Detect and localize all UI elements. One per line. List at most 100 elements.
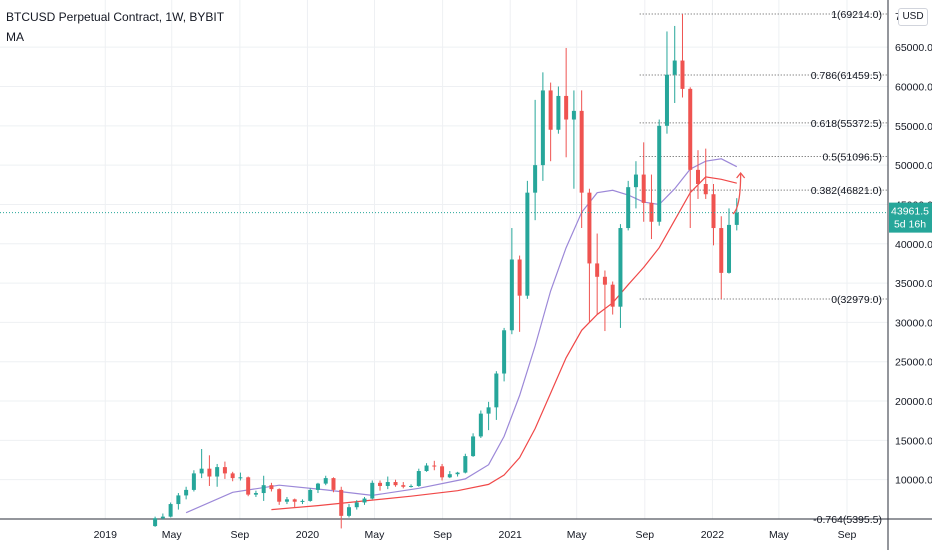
candle-body: [440, 466, 445, 478]
y-tick-label: 30000.0: [895, 317, 932, 329]
candle: [184, 486, 189, 500]
candle-body: [502, 330, 507, 374]
x-tick-label: May: [365, 529, 386, 541]
candle: [246, 476, 251, 497]
bar-countdown-label: 5d 16h: [894, 219, 926, 231]
candle: [370, 480, 375, 500]
candle-body: [215, 467, 220, 477]
candle-body: [339, 489, 344, 516]
candle-body: [695, 169, 700, 185]
candle-body: [719, 228, 724, 273]
candle-body: [633, 174, 638, 188]
candle-body: [703, 184, 708, 195]
y-tick-label: 50000.0: [895, 160, 932, 172]
candle: [354, 500, 359, 510]
y-tick-label: 10000.0: [895, 475, 932, 487]
candle: [191, 470, 196, 492]
candle: [463, 453, 468, 474]
ma-indicator-label[interactable]: MA: [6, 30, 24, 44]
candle-body: [246, 477, 251, 495]
candle: [424, 463, 429, 472]
fib-retracement: 1(69214.0) 0.786(61459.5) 0.618(55372.5) 0.…: [639, 9, 888, 526]
candle: [160, 513, 165, 520]
candle-body: [238, 477, 243, 479]
candle: [695, 150, 700, 199]
candle: [509, 228, 514, 335]
x-tick-label: Sep: [635, 529, 654, 541]
candle: [432, 460, 437, 471]
currency-selector[interactable]: USD: [898, 8, 928, 26]
candle-body: [525, 192, 530, 296]
candle: [595, 233, 600, 315]
candle: [548, 82, 553, 162]
candle: [680, 14, 685, 98]
candle-body: [168, 504, 173, 517]
candle: [261, 475, 266, 501]
candle-body: [447, 474, 452, 478]
current-price-badge: [889, 202, 932, 233]
candle: [440, 463, 445, 481]
y-tick-label: 60000.0: [895, 82, 932, 94]
x-tick-label: 2020: [296, 529, 320, 541]
candle: [447, 471, 452, 479]
chart-title: BTCUSD Perpetual Contract, 1W, BYBIT: [6, 10, 225, 24]
candle-body: [463, 456, 468, 473]
candle-body: [378, 482, 383, 486]
candle: [409, 484, 414, 488]
candle: [346, 504, 351, 518]
candle-body: [184, 489, 189, 496]
candle: [176, 493, 181, 510]
candle-body: [269, 485, 274, 490]
candle: [230, 471, 235, 482]
candle: [641, 142, 646, 222]
fib-level-label-cut: -0.764(5395.5): [813, 514, 882, 526]
candle-body: [626, 187, 631, 229]
candle: [471, 433, 476, 457]
ma-fast-line: [185, 158, 738, 514]
candle-body: [300, 500, 305, 502]
candle-body: [486, 407, 491, 414]
y-tick-label: 35000.0: [895, 278, 932, 290]
candle: [556, 86, 561, 134]
candle-body: [664, 74, 669, 126]
candle-body: [230, 473, 235, 479]
candle: [502, 327, 507, 382]
candle-body: [315, 483, 320, 490]
candle-body: [556, 95, 561, 130]
candle-body: [401, 485, 406, 487]
y-tick-label: 25000.0: [895, 357, 932, 369]
candle: [633, 161, 638, 209]
candle: [727, 208, 732, 274]
candle: [571, 90, 576, 189]
candle-body: [199, 468, 204, 474]
candle: [664, 31, 669, 134]
candle: [385, 476, 390, 490]
candle-body: [207, 468, 212, 477]
candle: [401, 482, 406, 489]
candle-body: [517, 259, 522, 296]
candle-body: [595, 263, 600, 277]
candle: [579, 90, 584, 229]
candle-body: [494, 373, 499, 408]
candle: [703, 148, 708, 199]
fib-level-label: 0.5(51096.5): [822, 152, 882, 164]
candle-body: [424, 465, 429, 472]
candle: [587, 188, 592, 323]
x-tick-label: May: [162, 529, 183, 541]
candle-body: [416, 471, 421, 486]
x-axis-labels: 2019 May Sep 2020 May Sep 2021 May Sep 2022 May Sep: [94, 529, 857, 541]
candle: [610, 281, 615, 315]
candle: [339, 486, 344, 529]
candle-body: [571, 110, 576, 120]
candle-body: [409, 485, 414, 487]
candle-body: [277, 489, 282, 502]
candle-body: [564, 95, 569, 120]
candle: [207, 455, 212, 486]
candle-body: [478, 413, 483, 437]
x-tick-label: 2019: [94, 529, 118, 541]
candle: [517, 255, 522, 332]
x-tick-label: Sep: [838, 529, 857, 541]
projection-arrow: [732, 172, 742, 215]
candle: [626, 180, 631, 231]
